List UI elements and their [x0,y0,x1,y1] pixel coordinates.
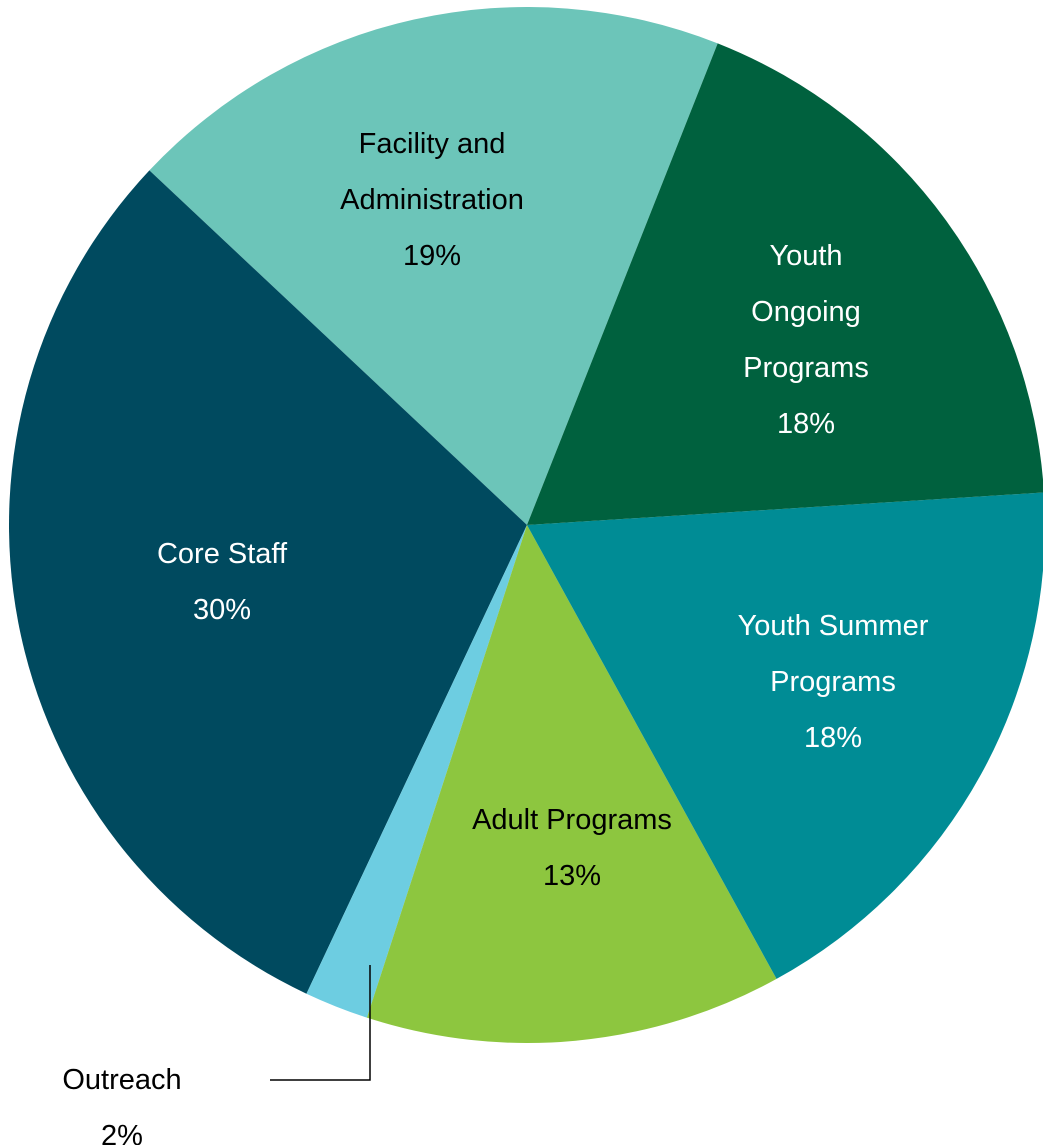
pie-slice [527,492,1043,979]
category-label: Core Staff [156,538,288,570]
value-label: 18% [776,408,836,440]
slice-label: Youth Ongoing Programs 18% [711,228,901,452]
category-label: Youth Ongoing Programs [743,240,869,384]
category-label: Youth Summer Programs [737,610,929,698]
slice-label: Adult Programs 13% [422,792,722,904]
category-label: Outreach [62,1064,182,1096]
value-label: 18% [803,722,863,754]
slice-label: Outreach 2% [22,1052,222,1145]
pie-slice [366,525,777,1043]
slice-label: Facility and Administration 19% [292,116,572,284]
pie-slice [527,43,1043,525]
value-label: 19% [402,240,462,272]
pie-slice [306,525,527,1018]
value-label: 13% [542,860,602,892]
slice-label: Core Staff 30% [112,526,332,638]
value-label: 2% [101,1120,143,1145]
pie-slice [8,170,528,994]
pie-slice [149,7,718,526]
leader-line [270,965,371,1081]
category-label: Adult Programs [472,804,672,836]
slice-label: Youth Summer Programs 18% [688,598,978,766]
value-label: 30% [192,594,252,626]
category-label: Facility and Administration [340,128,524,216]
